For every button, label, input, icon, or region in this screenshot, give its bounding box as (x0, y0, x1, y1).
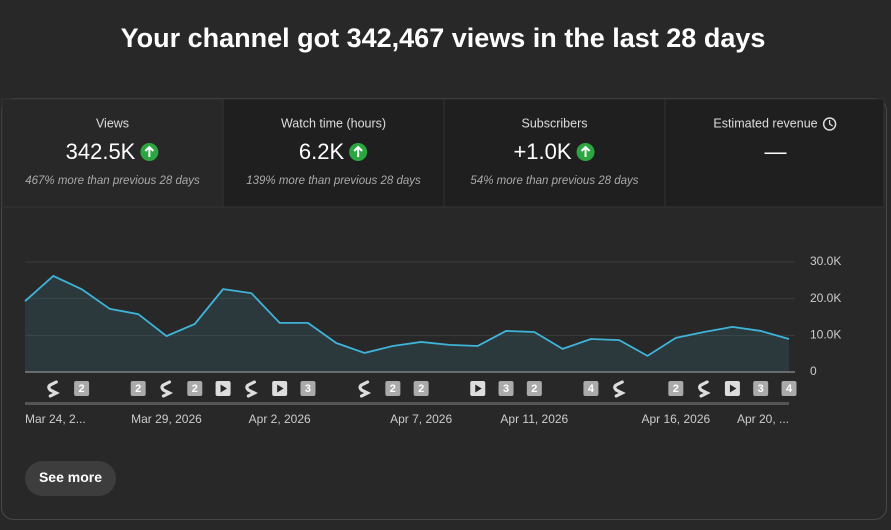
upload-badge (74, 381, 90, 396)
upload-badge-count: 2 (673, 383, 679, 395)
tab[interactable] (1, 98, 224, 208)
tab-change: 54% more than previous 28 days (470, 175, 638, 187)
shorts-icon (698, 380, 711, 398)
upload-badge (753, 381, 769, 396)
upload-badge (130, 381, 146, 396)
upload-badge-count: 2 (192, 383, 198, 395)
clock-icon (822, 117, 837, 131)
see-more-label[interactable]: See more (39, 469, 102, 485)
video-play (729, 384, 737, 393)
page-title: Your channel got 342,467 views in the la… (121, 23, 766, 53)
upload-badge-count: 3 (503, 383, 509, 395)
upload-badge (668, 381, 684, 396)
tab-value: +1.0K (513, 139, 571, 164)
tab-value: 6.2K (299, 139, 345, 164)
upload-badge (413, 381, 429, 396)
tab-label: Views (96, 116, 129, 130)
tab[interactable] (443, 98, 666, 208)
shorts-icon (47, 380, 60, 398)
upload-badge-count: 2 (390, 383, 396, 395)
y-tick-label: 10.0K (810, 328, 841, 342)
shorts-icon (160, 380, 174, 398)
upload-badge-count: 2 (79, 383, 85, 395)
up-arrow-glyph (144, 145, 155, 157)
tab-label: Subscribers (522, 116, 588, 130)
video-play (220, 384, 228, 393)
upload-badge-count: 3 (305, 383, 311, 395)
x-tick-label: Mar 29, 2026 (131, 412, 202, 426)
y-tick-label: 20.0K (810, 291, 841, 305)
upload-badge (385, 381, 401, 396)
upload-badge-count: 2 (418, 383, 424, 395)
x-tick-label: Mar 24, 2... (25, 412, 86, 426)
y-tick-label: 30.0K (810, 254, 841, 268)
tab-label: Estimated revenue (713, 116, 817, 130)
upload-badge (583, 381, 599, 396)
scroll-track (25, 402, 789, 405)
upload-badge-count: 4 (786, 383, 793, 395)
shorts-icon (613, 380, 626, 398)
x-tick-label: Apr 20, ... (737, 412, 789, 426)
tab-value: 342.5K (66, 139, 136, 164)
shorts-icon (245, 380, 258, 398)
video-play (475, 384, 482, 393)
shorts-icon (358, 380, 372, 398)
x-tick-label: Apr 11, 2026 (500, 412, 568, 426)
up-arrow-glyph (580, 145, 591, 157)
tab-label: Watch time (hours) (281, 116, 386, 130)
upload-badge (498, 381, 514, 396)
video-play (277, 384, 284, 393)
upload-badge (187, 381, 203, 396)
upload-badge-count: 2 (531, 383, 537, 395)
tab-value: — (765, 139, 787, 164)
y-tick-label: 0 (810, 364, 817, 378)
x-tick-label: Apr 16, 2026 (641, 412, 710, 426)
upload-badge-count: 3 (758, 383, 764, 395)
upload-badge (526, 381, 542, 396)
tab-change: 467% more than previous 28 days (25, 175, 200, 187)
clock-hands (828, 120, 833, 127)
upload-badge (781, 381, 797, 396)
x-tick-label: Apr 7, 2026 (390, 412, 452, 426)
tab[interactable] (664, 98, 885, 208)
x-tick-label: Apr 2, 2026 (249, 412, 311, 426)
area-fill (25, 275, 789, 372)
tab-change: 139% more than previous 28 days (246, 175, 421, 187)
upload-badge (300, 381, 316, 396)
line (24, 274, 790, 357)
upload-badge-count: 2 (135, 383, 141, 395)
up-arrow-glyph (353, 145, 363, 157)
upload-badge-count: 4 (588, 383, 595, 395)
see-more-button[interactable] (25, 461, 116, 496)
